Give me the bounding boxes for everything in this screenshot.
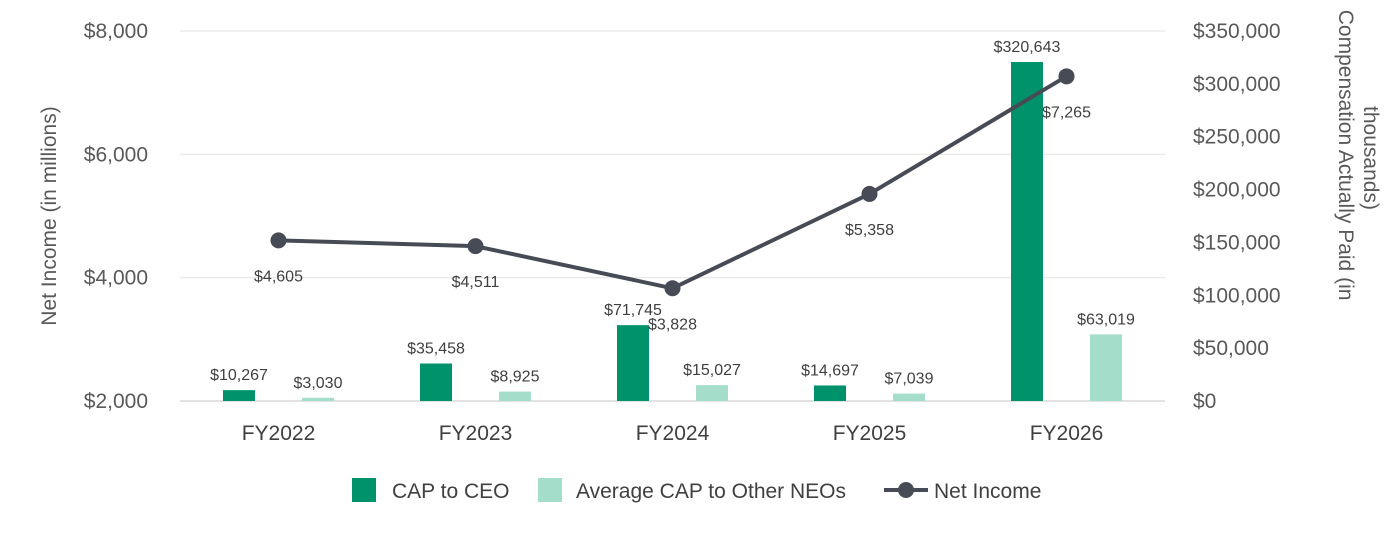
bar-value-label: $71,745 [604, 302, 662, 319]
category-label: FY2025 [833, 422, 907, 445]
legend-swatch-avg-cap [538, 478, 562, 502]
bar-ceo [814, 385, 846, 401]
bar-avg [499, 391, 531, 401]
net-income-marker [270, 232, 287, 249]
bar-avg [893, 393, 925, 401]
bar-value-label: $35,458 [407, 341, 465, 358]
left-tick-label: $6,000 [84, 143, 148, 166]
net-income-polyline [278, 74, 1068, 291]
bar-value-label: $8,925 [491, 369, 540, 386]
left-tick-label: $4,000 [84, 267, 148, 290]
left-tick-label: $2,000 [84, 390, 148, 413]
bar-ceo [420, 363, 452, 401]
bar-value-label: $320,643 [994, 39, 1061, 56]
category-label: FY2026 [1030, 422, 1104, 445]
category-label: FY2023 [439, 422, 513, 445]
data-labels: $10,267 $35,458 $71,745 $14,697 $320,643 $3,0… [210, 39, 1135, 392]
net-income-marker [664, 280, 681, 297]
net-income-line [270, 68, 1075, 297]
left-tick-label: $8,000 [84, 20, 148, 43]
bar-value-label: $7,039 [885, 371, 934, 388]
left-axis-ticks: $2,000 $4,000 $6,000 $8,000 [84, 20, 148, 413]
category-label: FY2024 [636, 422, 710, 445]
legend-label-cap-ceo: CAP to CEO [392, 480, 510, 503]
legend-label-net-income: Net Income [934, 480, 1041, 503]
legend-label-avg-cap: Average CAP to Other NEOs [576, 480, 846, 503]
right-tick-label: $0 [1193, 390, 1216, 413]
net-income-value-label: $4,605 [254, 268, 303, 285]
net-income-marker [861, 185, 878, 202]
bar-value-label: $63,019 [1077, 311, 1135, 328]
category-labels: FY2022 FY2023 FY2024 FY2025 FY2026 [242, 422, 1104, 445]
right-axis-title-line-1: Compensation Actually Paid (in [1334, 10, 1357, 301]
right-tick-label: $250,000 [1193, 126, 1281, 149]
legend-swatch-cap-ceo [352, 478, 376, 502]
right-tick-label: $350,000 [1193, 20, 1281, 43]
net-income-marker [1058, 68, 1075, 85]
net-income-value-label: $5,358 [845, 222, 894, 239]
bar-ceo [223, 390, 255, 401]
bar-avg [1090, 334, 1122, 401]
category-label: FY2022 [242, 422, 316, 445]
bar-ceo [617, 325, 649, 401]
bar-avg [696, 385, 728, 401]
left-axis-title: Net Income (in millions) [38, 106, 61, 325]
net-income-value-label: $4,511 [452, 274, 500, 291]
net-income-value-label: $7,265 [1042, 104, 1091, 121]
right-tick-label: $150,000 [1193, 231, 1281, 254]
bar-ceo [1011, 62, 1043, 401]
bar-avg [302, 397, 334, 401]
legend: CAP to CEO Average CAP to Other NEOs Net… [352, 478, 1041, 503]
right-tick-label: $200,000 [1193, 179, 1281, 202]
right-tick-label: $300,000 [1193, 73, 1281, 96]
bars [223, 62, 1122, 401]
right-tick-label: $50,000 [1193, 337, 1269, 360]
gridlines [180, 30, 1165, 402]
right-axis-title: Compensation Actually Paid (in thousands… [1334, 10, 1382, 307]
right-axis-ticks: $0 $50,000 $100,000 $150,000 $200,000 $250,00… [1193, 20, 1281, 413]
bar-value-label: $15,027 [683, 362, 741, 379]
legend-marker-net-income [898, 482, 914, 498]
bar-value-label: $3,030 [294, 375, 343, 392]
net-income-marker [467, 238, 484, 255]
bar-value-label: $10,267 [210, 367, 268, 384]
right-tick-label: $100,000 [1193, 284, 1281, 307]
right-axis-title-line-2: thousands) [1359, 106, 1382, 210]
net-income-value-label: $3,828 [648, 316, 697, 333]
bar-value-label: $14,697 [801, 362, 859, 379]
